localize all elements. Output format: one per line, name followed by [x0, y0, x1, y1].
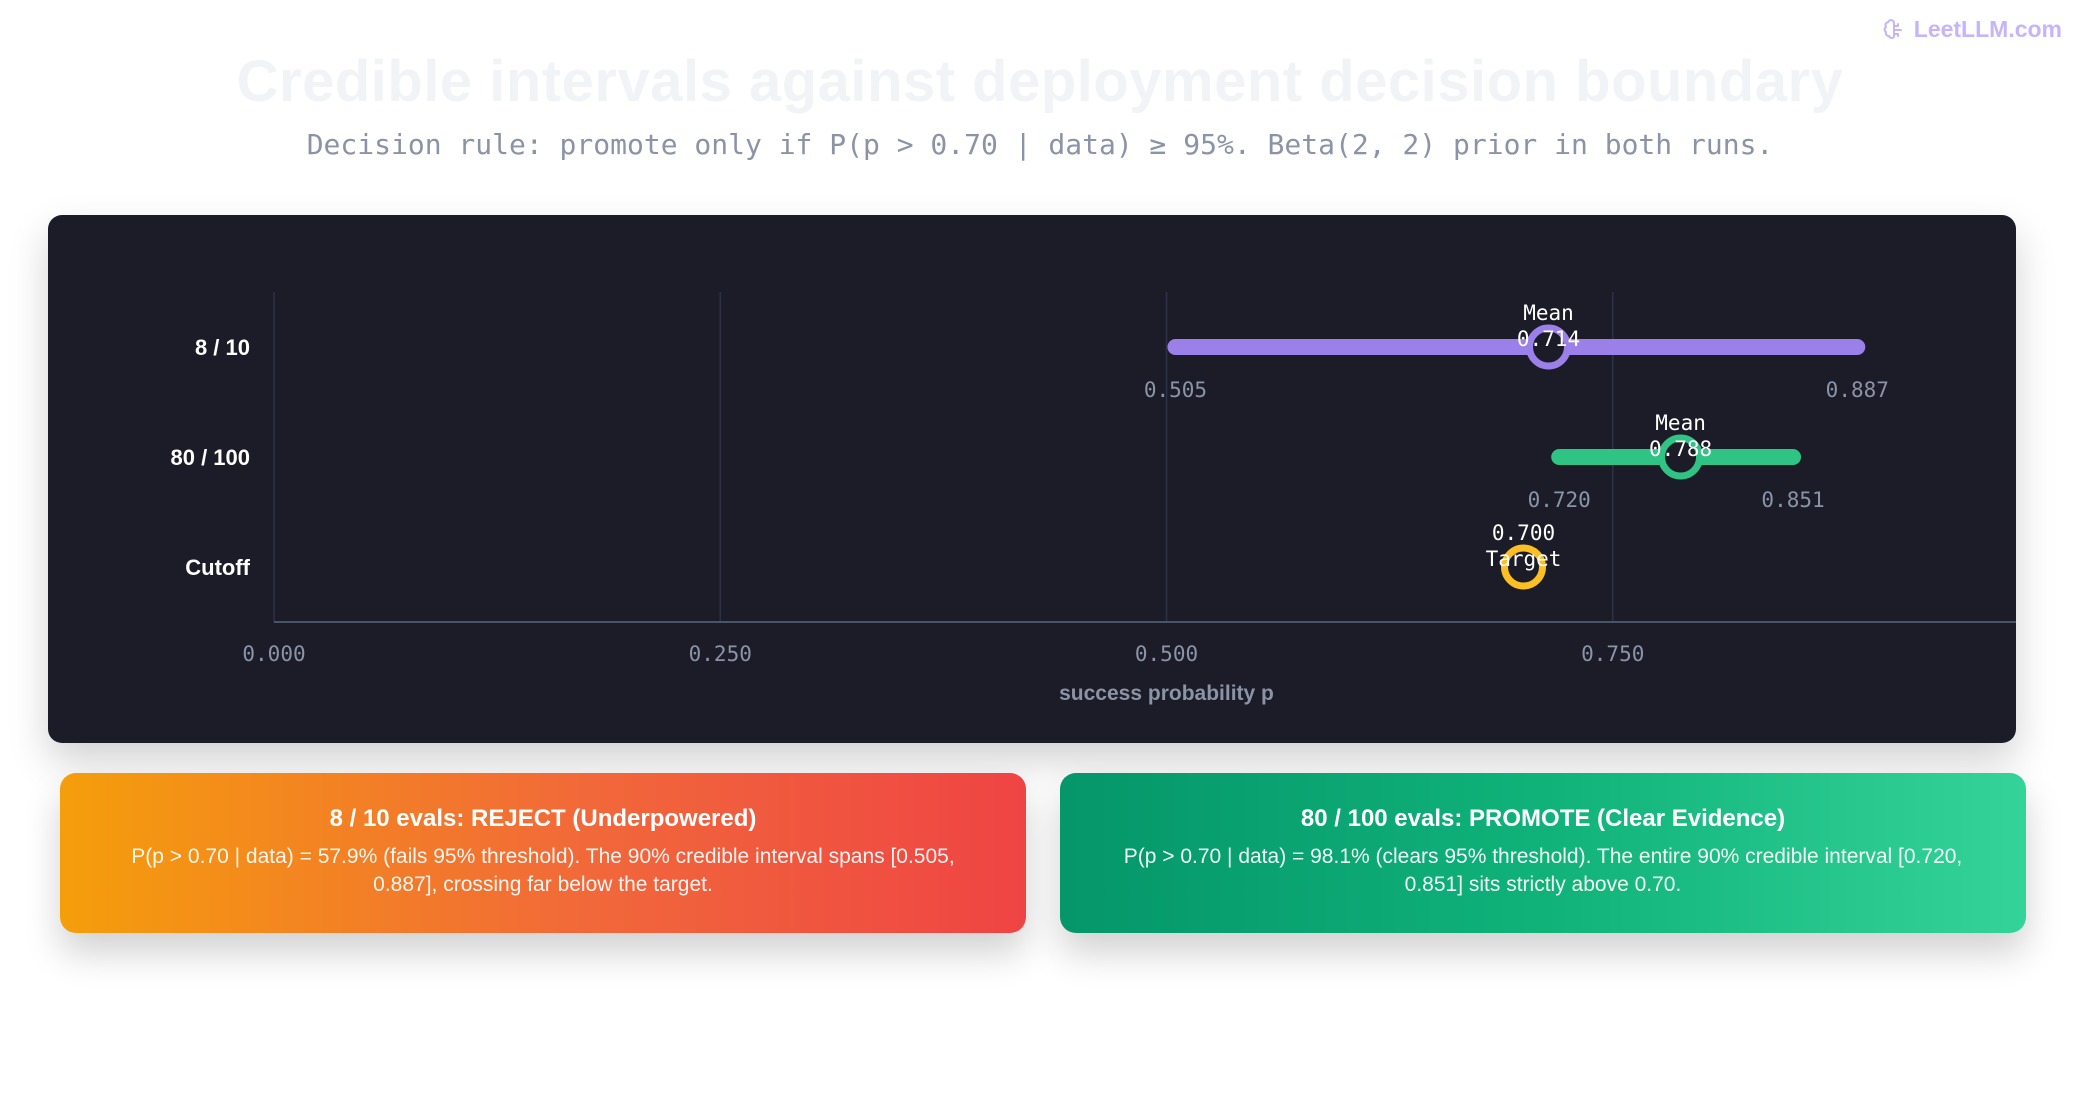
row-label: 8 / 10 — [195, 335, 250, 360]
decision-cards: 8 / 10 evals: REJECT (Underpowered) P(p … — [60, 773, 2028, 933]
page-title: Credible intervals against deployment de… — [236, 49, 1844, 114]
promote-card-body: P(p > 0.70 | data) = 98.1% (clears 95% t… — [1123, 845, 1963, 896]
reject-card: 8 / 10 evals: REJECT (Underpowered) P(p … — [60, 773, 1026, 933]
point-label-bottom: 0.714 — [1517, 327, 1580, 351]
reject-card-body: P(p > 0.70 | data) = 57.9% (fails 95% th… — [131, 845, 955, 896]
row-label: 80 / 100 — [170, 445, 250, 470]
interval-low-label: 0.505 — [1144, 378, 1207, 402]
interval-high-label: 0.851 — [1761, 488, 1824, 512]
point-label-bottom: Target — [1486, 547, 1562, 571]
brand-logo[interactable]: LeetLLM.com — [1882, 16, 2062, 43]
point-marker — [1525, 324, 1571, 370]
brain-icon — [1883, 18, 1902, 39]
interval-low-label: 0.720 — [1528, 488, 1591, 512]
promote-card: 80 / 100 evals: PROMOTE (Clear Evidence)… — [1060, 773, 2026, 933]
interval-high-label: 0.887 — [1826, 378, 1889, 402]
page-subtitle: Decision rule: promote only if P(p > 0.7… — [306, 128, 1774, 161]
point-label-bottom: 0.788 — [1649, 437, 1712, 461]
point-label-top: 0.700 — [1492, 521, 1555, 545]
reject-card-title: 8 / 10 evals: REJECT (Underpowered) — [329, 805, 757, 832]
promote-card-title: 80 / 100 evals: PROMOTE (Clear Evidence) — [1300, 805, 1786, 832]
x-tick-label: 0.250 — [689, 642, 752, 666]
point-marker — [1658, 434, 1704, 480]
point-label-top: Mean — [1523, 301, 1574, 325]
row-label: Cutoff — [185, 555, 250, 580]
x-tick-label: 0.500 — [1135, 642, 1198, 666]
point-label-top: Mean — [1655, 411, 1706, 435]
x-tick-label: 0.000 — [242, 642, 305, 666]
point-marker — [1501, 544, 1546, 590]
x-tick-label: 0.750 — [1581, 642, 1644, 666]
brand-label: LeetLLM.com — [1913, 16, 2062, 42]
x-axis-label: success probability p — [1059, 682, 1274, 705]
